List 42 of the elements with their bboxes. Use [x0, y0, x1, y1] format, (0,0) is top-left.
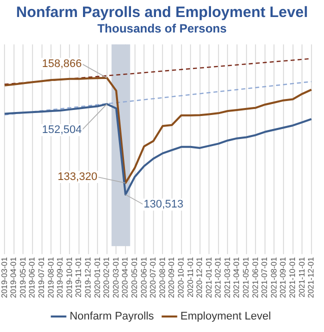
x-tick-label: 2021-05-01 — [242, 256, 251, 298]
x-tick-label: 2019-08-01 — [46, 256, 56, 298]
x-tick-label: 2021-07-01 — [260, 256, 270, 298]
chart-subtitle: Thousands of Persons — [97, 22, 227, 36]
x-tick-label: 2021-03-01 — [222, 256, 232, 298]
x-tick-label: 2020-06-01 — [139, 256, 148, 298]
x-tick-label: 2020-03-01 — [111, 256, 120, 298]
x-tick-label: 2020-10-01 — [176, 256, 186, 298]
x-tick-label: 2020-11-01 — [186, 256, 195, 298]
x-tick-label: 2021-06-01 — [250, 256, 260, 298]
x-tick-label: 2020-07-01 — [148, 256, 158, 298]
x-tick-label: 2021-12-01 — [306, 256, 316, 298]
data-label: 152,504 — [42, 124, 82, 136]
x-tick-label: 2020-08-01 — [158, 256, 167, 298]
chart-title: Nonfarm Payrolls and Employment Level — [16, 4, 308, 22]
x-tick-label: 2019-11-01 — [74, 256, 84, 298]
x-tick-label: 2020-09-01 — [167, 256, 176, 298]
x-tick-label: 2020-05-01 — [130, 256, 139, 298]
data-label: 158,866 — [42, 58, 82, 70]
x-tick-label: 2020-04-01 — [120, 256, 130, 298]
x-tick-label: 2021-11-01 — [297, 256, 306, 298]
x-tick-label: 2019-07-01 — [37, 256, 46, 298]
x-tick-label: 2020-01-01 — [92, 256, 102, 298]
x-tick-label: 2021-08-01 — [269, 256, 278, 298]
x-tick-label: 2021-02-01 — [214, 256, 223, 298]
x-tick-label: 2021-09-01 — [278, 256, 288, 298]
x-tick-label: 2020-02-01 — [102, 256, 112, 298]
legend-label: Nonfarm Payrolls — [70, 310, 154, 323]
x-tick-label: 2019-10-01 — [64, 256, 74, 298]
data-label: 133,320 — [58, 171, 98, 184]
x-tick-label: 2021-04-01 — [232, 256, 242, 298]
data-label: 130,513 — [144, 198, 184, 211]
x-tick-label: 2019-04-01 — [9, 256, 18, 298]
x-tick-label: 2021-01-01 — [204, 256, 214, 298]
x-tick-label: 2019-09-01 — [56, 256, 65, 298]
x-tick-label: 2019-03-01 — [0, 256, 9, 298]
x-tick-label: 2020-12-01 — [195, 256, 204, 298]
legend-label: Employment Level — [180, 310, 271, 323]
x-tick-label: 2021-10-01 — [288, 256, 298, 298]
x-tick-label: 2019-06-01 — [28, 256, 37, 298]
x-tick-label: 2019-05-01 — [18, 256, 28, 298]
x-tick-label: 2019-12-01 — [84, 256, 93, 298]
